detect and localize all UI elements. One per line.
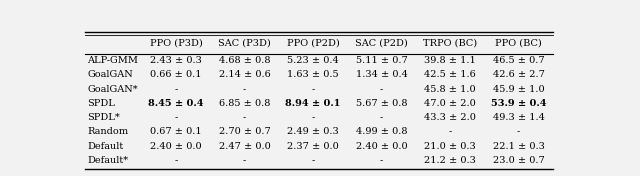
- Text: 2.14 ± 0.6: 2.14 ± 0.6: [219, 71, 271, 80]
- Text: -: -: [243, 156, 246, 165]
- Text: -: -: [449, 127, 452, 136]
- Text: 46.5 ± 0.7: 46.5 ± 0.7: [493, 56, 544, 65]
- Text: 2.70 ± 0.7: 2.70 ± 0.7: [219, 127, 271, 136]
- Text: 47.0 ± 2.0: 47.0 ± 2.0: [424, 99, 476, 108]
- Text: -: -: [380, 113, 383, 122]
- Text: 2.47 ± 0.0: 2.47 ± 0.0: [219, 142, 271, 151]
- Text: 2.43 ± 0.3: 2.43 ± 0.3: [150, 56, 202, 65]
- Text: 53.9 ± 0.4: 53.9 ± 0.4: [491, 99, 546, 108]
- Text: -: -: [312, 85, 315, 94]
- Text: GoalGAN: GoalGAN: [88, 71, 133, 80]
- Text: -: -: [175, 113, 178, 122]
- Text: 45.8 ± 1.0: 45.8 ± 1.0: [424, 85, 476, 94]
- Text: SPDL: SPDL: [88, 99, 115, 108]
- Text: SAC (P3D): SAC (P3D): [218, 38, 271, 47]
- Text: 2.49 ± 0.3: 2.49 ± 0.3: [287, 127, 339, 136]
- Text: 42.6 ± 2.7: 42.6 ± 2.7: [493, 71, 545, 80]
- Text: 5.23 ± 0.4: 5.23 ± 0.4: [287, 56, 339, 65]
- Text: -: -: [312, 113, 315, 122]
- Text: 21.2 ± 0.3: 21.2 ± 0.3: [424, 156, 476, 165]
- Text: 0.66 ± 0.1: 0.66 ± 0.1: [150, 71, 202, 80]
- Text: 5.67 ± 0.8: 5.67 ± 0.8: [356, 99, 407, 108]
- Text: 5.11 ± 0.7: 5.11 ± 0.7: [356, 56, 408, 65]
- Text: 6.85 ± 0.8: 6.85 ± 0.8: [219, 99, 270, 108]
- Text: Default: Default: [88, 142, 124, 151]
- Text: 4.99 ± 0.8: 4.99 ± 0.8: [356, 127, 407, 136]
- Text: -: -: [175, 156, 178, 165]
- Text: SPDL*: SPDL*: [88, 113, 120, 122]
- Text: PPO (P2D): PPO (P2D): [287, 38, 339, 47]
- Text: 2.37 ± 0.0: 2.37 ± 0.0: [287, 142, 339, 151]
- Text: GoalGAN*: GoalGAN*: [88, 85, 138, 94]
- Text: -: -: [380, 85, 383, 94]
- Text: 45.9 ± 1.0: 45.9 ± 1.0: [493, 85, 544, 94]
- Text: 4.68 ± 0.8: 4.68 ± 0.8: [219, 56, 271, 65]
- Text: 39.8 ± 1.1: 39.8 ± 1.1: [424, 56, 476, 65]
- Text: -: -: [380, 156, 383, 165]
- Text: SAC (P2D): SAC (P2D): [355, 38, 408, 47]
- Text: 1.63 ± 0.5: 1.63 ± 0.5: [287, 71, 339, 80]
- Text: 43.3 ± 2.0: 43.3 ± 2.0: [424, 113, 476, 122]
- Text: -: -: [175, 85, 178, 94]
- Text: Default*: Default*: [88, 156, 129, 165]
- Text: ALP-GMM: ALP-GMM: [88, 56, 138, 65]
- Text: 2.40 ± 0.0: 2.40 ± 0.0: [356, 142, 408, 151]
- Text: 49.3 ± 1.4: 49.3 ± 1.4: [493, 113, 545, 122]
- Text: 42.5 ± 1.6: 42.5 ± 1.6: [424, 71, 476, 80]
- Text: PPO (BC): PPO (BC): [495, 38, 542, 47]
- Text: 8.94 ± 0.1: 8.94 ± 0.1: [285, 99, 341, 108]
- Text: 2.40 ± 0.0: 2.40 ± 0.0: [150, 142, 202, 151]
- Text: 21.0 ± 0.3: 21.0 ± 0.3: [424, 142, 476, 151]
- Text: 0.67 ± 0.1: 0.67 ± 0.1: [150, 127, 202, 136]
- Text: PPO (P3D): PPO (P3D): [150, 38, 203, 47]
- Text: 8.45 ± 0.4: 8.45 ± 0.4: [148, 99, 204, 108]
- Text: TRPO (BC): TRPO (BC): [423, 38, 477, 47]
- Text: Random: Random: [88, 127, 129, 136]
- Text: -: -: [243, 113, 246, 122]
- Text: 23.0 ± 0.7: 23.0 ± 0.7: [493, 156, 545, 165]
- Text: 1.34 ± 0.4: 1.34 ± 0.4: [356, 71, 408, 80]
- Text: 22.1 ± 0.3: 22.1 ± 0.3: [493, 142, 545, 151]
- Text: -: -: [243, 85, 246, 94]
- Text: -: -: [312, 156, 315, 165]
- Text: -: -: [517, 127, 520, 136]
